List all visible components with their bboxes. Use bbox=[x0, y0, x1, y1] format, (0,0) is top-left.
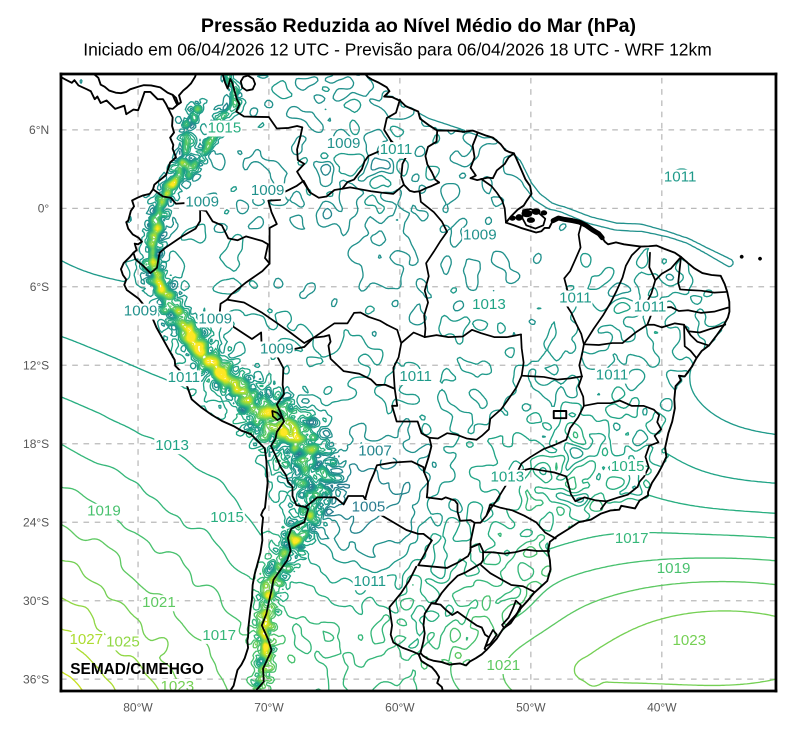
svg-text:60°W: 60°W bbox=[385, 701, 415, 715]
svg-text:1019: 1019 bbox=[657, 560, 691, 577]
svg-text:1015: 1015 bbox=[611, 458, 645, 475]
svg-text:1023: 1023 bbox=[672, 632, 706, 649]
svg-text:1009: 1009 bbox=[251, 182, 285, 199]
svg-text:0°: 0° bbox=[38, 202, 50, 216]
svg-text:1027: 1027 bbox=[69, 631, 103, 648]
svg-text:1015: 1015 bbox=[210, 509, 244, 526]
svg-text:1009: 1009 bbox=[327, 135, 361, 152]
svg-text:80°W: 80°W bbox=[123, 701, 153, 715]
svg-text:1009: 1009 bbox=[198, 310, 232, 327]
svg-text:1011: 1011 bbox=[596, 367, 629, 384]
svg-text:1015: 1015 bbox=[208, 119, 242, 136]
svg-text:70°W: 70°W bbox=[254, 701, 284, 715]
svg-text:40°W: 40°W bbox=[647, 701, 677, 715]
svg-text:1013: 1013 bbox=[490, 469, 524, 486]
svg-text:1011: 1011 bbox=[399, 368, 432, 385]
svg-text:6°S: 6°S bbox=[30, 280, 49, 294]
svg-text:1017: 1017 bbox=[202, 627, 236, 644]
svg-text:30°S: 30°S bbox=[23, 594, 49, 608]
svg-text:Pressão Reduzida ao Nível Médi: Pressão Reduzida ao Nível Médio do Mar (… bbox=[201, 15, 636, 37]
svg-text:1011: 1011 bbox=[634, 299, 667, 316]
svg-text:1009: 1009 bbox=[185, 193, 219, 210]
svg-text:1025: 1025 bbox=[106, 633, 140, 650]
svg-text:1019: 1019 bbox=[87, 503, 121, 520]
svg-text:1007: 1007 bbox=[358, 442, 392, 459]
svg-text:6°N: 6°N bbox=[29, 123, 49, 137]
svg-text:12°S: 12°S bbox=[23, 359, 49, 373]
svg-text:1009: 1009 bbox=[124, 303, 158, 320]
svg-text:1011: 1011 bbox=[664, 168, 697, 185]
svg-text:1013: 1013 bbox=[472, 296, 506, 313]
svg-text:36°S: 36°S bbox=[23, 672, 49, 686]
svg-text:SEMAD/CIMEHGO: SEMAD/CIMEHGO bbox=[70, 661, 204, 678]
svg-text:1011: 1011 bbox=[168, 369, 201, 386]
svg-text:1009: 1009 bbox=[260, 340, 294, 357]
svg-text:1009: 1009 bbox=[463, 227, 497, 244]
svg-text:1005: 1005 bbox=[352, 499, 386, 516]
svg-text:1021: 1021 bbox=[487, 657, 521, 674]
svg-text:1011: 1011 bbox=[354, 573, 387, 590]
svg-text:1017: 1017 bbox=[615, 530, 649, 547]
svg-text:1021: 1021 bbox=[142, 594, 176, 611]
svg-text:Iniciado em 06/04/2026 12 UTC: Iniciado em 06/04/2026 12 UTC - Previsão… bbox=[83, 39, 711, 59]
svg-text:24°S: 24°S bbox=[23, 516, 49, 530]
svg-text:1011: 1011 bbox=[559, 289, 592, 306]
svg-text:1013: 1013 bbox=[155, 437, 189, 454]
svg-text:1011: 1011 bbox=[380, 141, 413, 158]
svg-text:50°W: 50°W bbox=[516, 701, 546, 715]
svg-text:18°S: 18°S bbox=[23, 437, 49, 451]
